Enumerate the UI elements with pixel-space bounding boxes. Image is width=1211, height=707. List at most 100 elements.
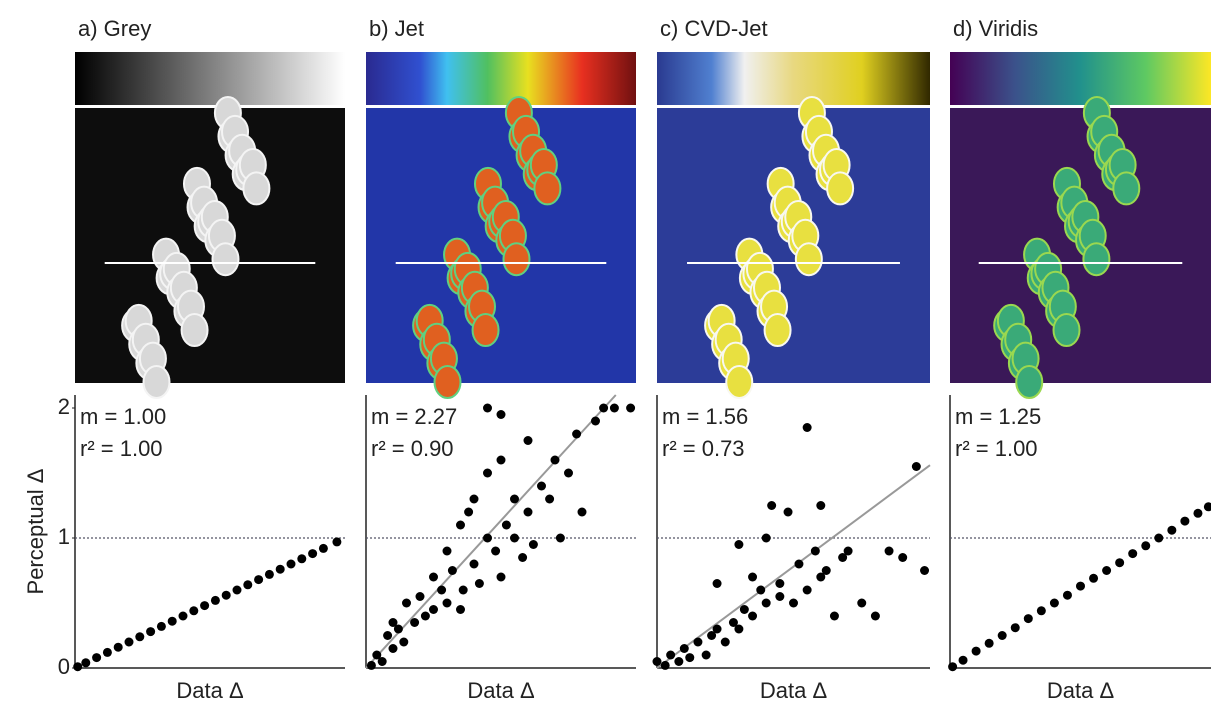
fit-line bbox=[656, 464, 931, 669]
colorbar bbox=[950, 52, 1211, 105]
data-point bbox=[783, 507, 793, 517]
cell bbox=[725, 365, 754, 399]
data-point bbox=[761, 533, 771, 543]
data-point bbox=[756, 585, 766, 595]
data-point bbox=[712, 624, 722, 634]
data-point bbox=[572, 429, 582, 439]
data-point bbox=[693, 637, 703, 647]
annotation: m = 1.25 bbox=[955, 404, 1041, 429]
panel-title: d) Viridis bbox=[953, 16, 1038, 41]
panel-title: b) Jet bbox=[369, 16, 424, 41]
data-point bbox=[829, 611, 839, 621]
data-point bbox=[701, 650, 711, 660]
data-point bbox=[474, 579, 484, 588]
data-point bbox=[1203, 502, 1211, 512]
data-point bbox=[458, 585, 468, 595]
data-point bbox=[297, 554, 307, 564]
data-point bbox=[501, 520, 511, 530]
cell bbox=[433, 365, 462, 399]
data-point bbox=[1076, 581, 1085, 591]
cell bbox=[142, 365, 171, 399]
data-point bbox=[308, 549, 318, 559]
data-point bbox=[1023, 614, 1033, 624]
y-tick-label: 0 bbox=[58, 654, 70, 679]
data-point bbox=[884, 546, 894, 556]
data-point bbox=[748, 611, 758, 621]
data-point bbox=[402, 598, 411, 608]
cell-cluster bbox=[412, 96, 562, 399]
cell bbox=[533, 171, 562, 206]
data-point bbox=[393, 624, 403, 634]
data-point bbox=[920, 566, 930, 575]
data-point bbox=[456, 605, 465, 614]
annotation: r² = 1.00 bbox=[80, 436, 163, 461]
data-point bbox=[734, 540, 744, 549]
data-point bbox=[469, 494, 479, 504]
data-point bbox=[1180, 516, 1190, 526]
data-point bbox=[429, 605, 438, 614]
data-point bbox=[674, 657, 684, 666]
colorbar bbox=[657, 52, 930, 105]
cell bbox=[1112, 171, 1141, 206]
data-point bbox=[523, 436, 533, 445]
annotation: m = 1.00 bbox=[80, 404, 166, 429]
data-point bbox=[510, 533, 519, 543]
data-point bbox=[870, 611, 880, 621]
data-point bbox=[1049, 598, 1059, 608]
cell bbox=[763, 313, 792, 348]
data-point bbox=[429, 572, 438, 582]
data-point bbox=[802, 423, 812, 432]
data-point bbox=[135, 632, 145, 642]
data-point bbox=[537, 481, 546, 491]
x-axis-label: Data Δ bbox=[176, 678, 244, 703]
data-point bbox=[210, 595, 220, 605]
data-point bbox=[626, 403, 636, 413]
data-point bbox=[510, 494, 519, 504]
data-point bbox=[437, 585, 447, 595]
data-point bbox=[775, 579, 785, 588]
data-point bbox=[971, 646, 981, 656]
data-point bbox=[102, 647, 112, 657]
data-point bbox=[156, 621, 166, 631]
data-point bbox=[666, 650, 676, 660]
cell bbox=[1015, 365, 1044, 399]
data-point bbox=[383, 631, 393, 640]
data-point bbox=[821, 566, 831, 575]
data-point bbox=[491, 546, 501, 556]
data-point bbox=[1036, 606, 1046, 616]
data-point bbox=[739, 605, 749, 614]
data-point bbox=[816, 501, 826, 510]
data-point bbox=[275, 564, 285, 574]
data-point bbox=[1154, 533, 1164, 543]
data-point bbox=[1167, 525, 1177, 535]
data-point bbox=[550, 455, 560, 465]
data-point bbox=[200, 601, 210, 611]
data-point bbox=[948, 662, 958, 672]
data-point bbox=[652, 657, 662, 666]
data-point bbox=[92, 653, 102, 663]
data-point bbox=[483, 403, 492, 413]
cell-cluster bbox=[993, 96, 1141, 399]
x-axis-label: Data Δ bbox=[1047, 678, 1115, 703]
data-point bbox=[555, 533, 565, 543]
data-point bbox=[802, 585, 812, 595]
data-point bbox=[591, 416, 600, 426]
data-point bbox=[254, 575, 264, 585]
data-point bbox=[1193, 508, 1203, 518]
data-point bbox=[332, 537, 342, 547]
data-point bbox=[1089, 573, 1099, 583]
data-point bbox=[911, 462, 921, 471]
data-point bbox=[767, 501, 777, 510]
data-point bbox=[1128, 549, 1138, 559]
panel-title: c) CVD-Jet bbox=[660, 16, 768, 41]
data-point bbox=[456, 520, 465, 530]
data-point bbox=[816, 572, 826, 582]
data-point bbox=[707, 631, 717, 640]
data-point bbox=[728, 618, 738, 627]
y-tick-label: 1 bbox=[58, 524, 70, 549]
data-point bbox=[442, 546, 452, 556]
data-point bbox=[810, 546, 820, 556]
data-point bbox=[577, 507, 587, 517]
panel-title: a) Grey bbox=[78, 16, 151, 41]
